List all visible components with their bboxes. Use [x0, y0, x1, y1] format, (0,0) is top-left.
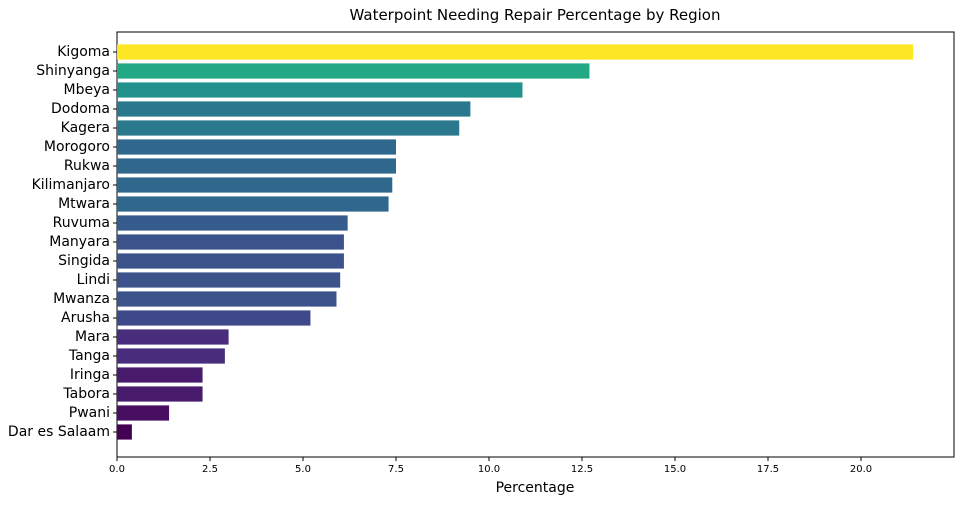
- x-tick-label: 10.0: [478, 464, 500, 475]
- bar-mara: [117, 329, 229, 345]
- y-tick-label-manyara: Manyara: [49, 234, 110, 250]
- x-tick-label: 12.5: [571, 464, 593, 475]
- bar-singida: [117, 253, 344, 269]
- x-tick-label: 2.5: [202, 464, 218, 475]
- y-tick-label-pwani: Pwani: [69, 405, 110, 421]
- y-tick-label-ruvuma: Ruvuma: [53, 215, 110, 231]
- y-tick-label-iringa: Iringa: [70, 367, 110, 383]
- chart-title: Waterpoint Needing Repair Percentage by …: [350, 6, 721, 24]
- y-tick-label-mwanza: Mwanza: [53, 291, 110, 307]
- bar-kigoma: [117, 44, 914, 60]
- x-axis-label: Percentage: [496, 480, 575, 496]
- bar-ruvuma: [117, 215, 348, 231]
- y-tick-label-dar-es-salaam: Dar es Salaam: [8, 424, 110, 440]
- bar-lindi: [117, 272, 341, 288]
- y-tick-label-arusha: Arusha: [61, 310, 110, 326]
- bar-rukwa: [117, 158, 396, 174]
- bar-manyara: [117, 234, 344, 250]
- bar-kilimanjaro: [117, 177, 393, 193]
- bar-tanga: [117, 348, 225, 364]
- y-axis-ticks: Kigoma Shinyanga Mbeya Dodoma Kagera Morogoro…: [8, 44, 117, 440]
- bar-iringa: [117, 367, 203, 383]
- y-tick-label-mbeya: Mbeya: [64, 82, 110, 98]
- bar-mtwara: [117, 196, 389, 212]
- y-tick-label-shinyanga: Shinyanga: [36, 63, 110, 79]
- x-tick-label: 17.5: [757, 464, 779, 475]
- y-tick-label-singida: Singida: [58, 253, 110, 269]
- x-tick-label: 15.0: [664, 464, 686, 475]
- x-tick-label: 20.0: [850, 464, 872, 475]
- bar-mwanza: [117, 291, 337, 307]
- bar-dodoma: [117, 101, 471, 117]
- y-tick-label-tabora: Tabora: [62, 386, 110, 402]
- bar-pwani: [117, 405, 170, 421]
- y-tick-label-tanga: Tanga: [68, 348, 110, 364]
- bar-tabora: [117, 386, 203, 402]
- y-tick-label-rukwa: Rukwa: [64, 158, 110, 174]
- y-tick-label-morogoro: Morogoro: [44, 139, 110, 155]
- y-tick-label-kigoma: Kigoma: [57, 44, 110, 60]
- bar-mbeya: [117, 82, 523, 98]
- bar-shinyanga: [117, 63, 590, 79]
- y-tick-label-lindi: Lindi: [77, 272, 110, 288]
- y-tick-label-kilimanjaro: Kilimanjaro: [32, 177, 110, 193]
- y-tick-label-dodoma: Dodoma: [51, 101, 110, 117]
- bar-dar-es-salaam: [117, 424, 132, 440]
- x-tick-label: 7.5: [388, 464, 404, 475]
- x-tick-label: 0.0: [109, 464, 125, 475]
- y-tick-label-kagera: Kagera: [61, 120, 110, 136]
- bars-group: [117, 44, 914, 440]
- bar-morogoro: [117, 139, 396, 155]
- x-axis-ticks: 0.0 2.5 5.0 7.5 10.0 12.5 15.0 17.5 20.0: [109, 457, 872, 475]
- bar-kagera: [117, 120, 460, 136]
- bar-arusha: [117, 310, 311, 326]
- y-tick-label-mtwara: Mtwara: [58, 196, 110, 212]
- x-tick-label: 5.0: [295, 464, 311, 475]
- y-tick-label-mara: Mara: [75, 329, 110, 345]
